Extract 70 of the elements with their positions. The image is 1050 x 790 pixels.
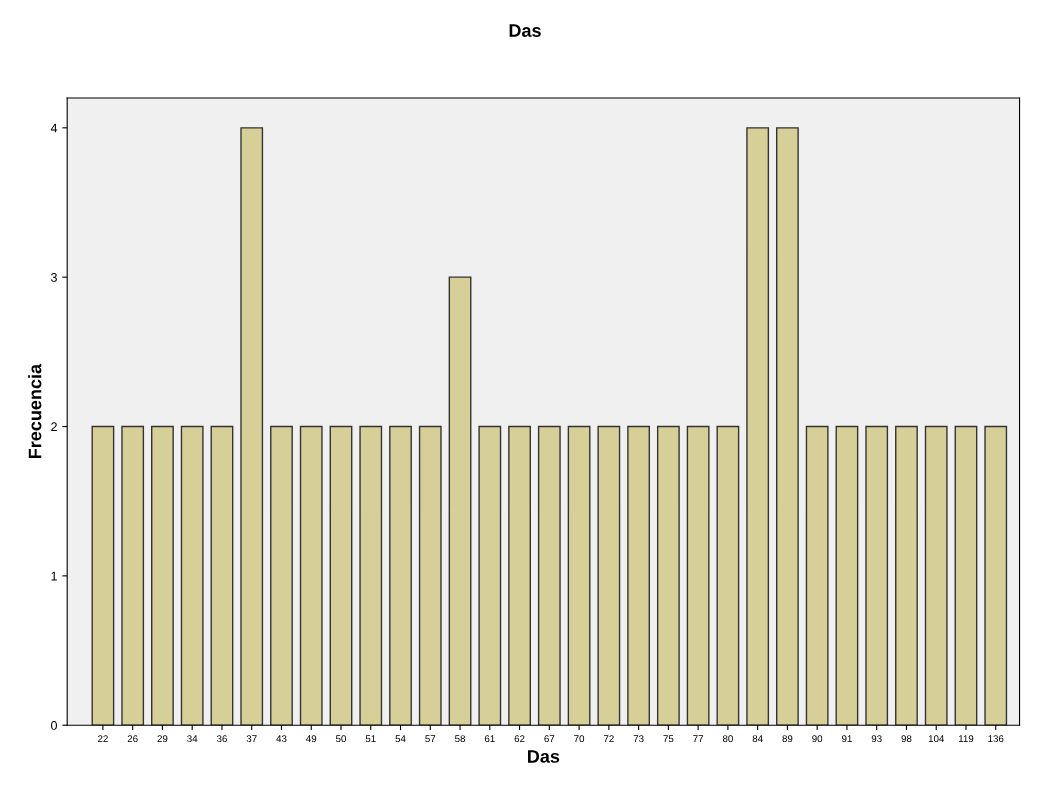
x-tick-label: 34 bbox=[187, 735, 198, 743]
bar bbox=[776, 127, 799, 726]
y-tick-label: 1 bbox=[51, 571, 57, 581]
chart-title: Das bbox=[509, 24, 541, 37]
bar bbox=[865, 425, 889, 726]
bar bbox=[418, 425, 442, 726]
bar bbox=[329, 425, 353, 726]
bar bbox=[299, 425, 323, 726]
x-tick-label: 77 bbox=[693, 735, 704, 742]
x-tick-label: 36 bbox=[216, 735, 227, 743]
y-tick-label: 3 bbox=[51, 272, 57, 282]
x-tick-label: 51 bbox=[365, 735, 376, 743]
bar bbox=[895, 425, 918, 726]
bar bbox=[508, 425, 531, 726]
x-axis-title: Das bbox=[528, 750, 560, 763]
bar bbox=[240, 127, 264, 726]
x-tick-label: 61 bbox=[484, 735, 495, 743]
x-tick-label: 75 bbox=[663, 735, 674, 743]
x-tick-label: 43 bbox=[276, 735, 287, 743]
bar bbox=[121, 425, 145, 726]
y-axis-title: Frecuencia bbox=[28, 363, 42, 459]
bar bbox=[686, 425, 710, 726]
bar bbox=[91, 425, 115, 726]
x-tick-label: 90 bbox=[812, 735, 823, 743]
x-tick-label: 89 bbox=[782, 735, 793, 743]
x-tick-label: 84 bbox=[752, 735, 763, 743]
x-tick-label: 91 bbox=[841, 735, 852, 743]
x-tick-label: 62 bbox=[514, 735, 525, 743]
y-tick-label: 4 bbox=[50, 123, 58, 133]
bar bbox=[478, 425, 502, 726]
x-tick-label: 50 bbox=[335, 735, 347, 743]
x-tick-label: 29 bbox=[157, 735, 168, 743]
bar bbox=[656, 425, 680, 726]
bar bbox=[924, 425, 948, 726]
bar bbox=[746, 127, 770, 726]
x-tick-label: 136 bbox=[988, 735, 1004, 743]
bar bbox=[716, 425, 740, 726]
x-tick-label: 22 bbox=[98, 735, 108, 742]
bar bbox=[210, 425, 234, 726]
x-tick-label: 119 bbox=[958, 735, 974, 743]
bar bbox=[567, 425, 591, 726]
y-tick-label: 0 bbox=[51, 721, 57, 730]
x-tick-label: 80 bbox=[722, 735, 733, 743]
bar bbox=[984, 425, 1008, 726]
x-tick-label: 67 bbox=[544, 735, 555, 743]
x-tick-label: 98 bbox=[901, 735, 912, 743]
bar bbox=[537, 425, 561, 726]
x-tick-label: 26 bbox=[127, 735, 138, 743]
x-tick-label: 57 bbox=[425, 735, 436, 743]
x-tick-label: 49 bbox=[306, 735, 317, 743]
bar bbox=[151, 425, 174, 726]
bar bbox=[954, 425, 978, 726]
bar bbox=[448, 276, 472, 726]
x-tick-label: 58 bbox=[455, 735, 466, 743]
bar bbox=[389, 425, 412, 726]
x-tick-label: 54 bbox=[395, 735, 406, 743]
bar bbox=[627, 425, 651, 726]
bar bbox=[805, 425, 829, 726]
x-tick-label: 93 bbox=[871, 735, 882, 743]
x-tick-label: 70 bbox=[574, 735, 585, 743]
bar bbox=[270, 425, 293, 726]
x-tick-label: 37 bbox=[246, 735, 257, 743]
x-tick-label: 72 bbox=[603, 735, 614, 742]
x-tick-label: 104 bbox=[928, 735, 945, 743]
bar bbox=[835, 425, 859, 726]
bar bbox=[597, 425, 621, 726]
y-tick-label: 2 bbox=[51, 422, 57, 432]
bar bbox=[180, 425, 204, 726]
x-tick-label: 73 bbox=[633, 735, 644, 743]
bar bbox=[359, 425, 383, 726]
